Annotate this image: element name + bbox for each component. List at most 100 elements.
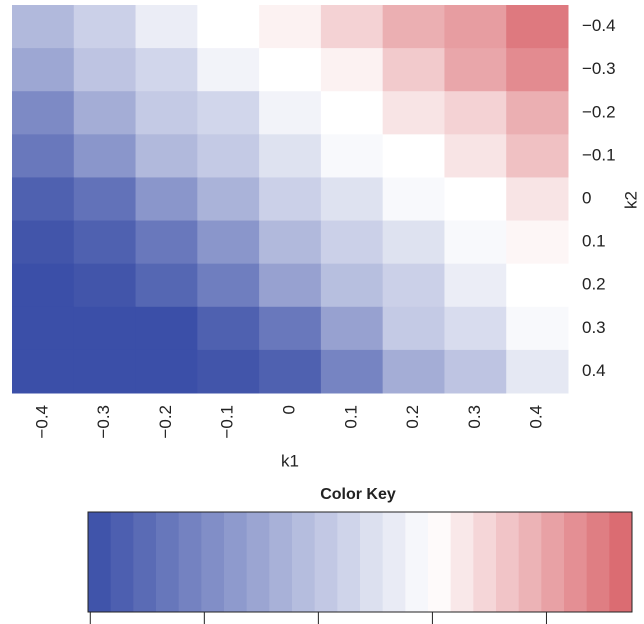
cell (259, 5, 322, 49)
key-swatch (496, 512, 520, 612)
cell (444, 5, 507, 49)
cell (506, 263, 569, 308)
x-tick-label: −0.2 (156, 405, 175, 439)
x-tick-label: −0.4 (32, 405, 51, 439)
cell (12, 349, 75, 394)
cell (73, 306, 137, 351)
cell (506, 177, 569, 222)
cell (12, 91, 75, 135)
cell (320, 5, 384, 49)
key-swatch (269, 512, 293, 612)
y-tick-label: −0.2 (582, 102, 616, 121)
key-swatch (224, 512, 248, 612)
cell (382, 177, 445, 222)
cell (320, 306, 384, 351)
cell (444, 134, 507, 178)
cell (197, 177, 260, 222)
cell (382, 263, 445, 308)
x-tick-label: 0 (279, 405, 298, 414)
cell (12, 48, 75, 92)
cell (73, 349, 137, 394)
cell (506, 5, 569, 49)
y-tick-label: 0.4 (582, 361, 606, 380)
cell (506, 220, 569, 265)
cell (73, 91, 137, 135)
cell (135, 48, 198, 92)
cell (135, 220, 198, 265)
cell (135, 263, 198, 308)
key-border (87, 511, 633, 613)
y-tick-label: −0.4 (582, 16, 616, 35)
cell (506, 306, 569, 351)
cell (320, 263, 384, 308)
cell (73, 177, 137, 222)
key-swatch (337, 512, 361, 612)
cell (197, 134, 260, 178)
key-swatch (178, 512, 202, 612)
cell (506, 91, 569, 135)
key-swatch (201, 512, 225, 612)
cell (259, 134, 322, 178)
cell (382, 220, 445, 265)
cell (320, 91, 384, 135)
cell (320, 177, 384, 222)
cell (320, 134, 384, 178)
cell (259, 91, 322, 135)
cell (197, 306, 260, 351)
key-swatch (564, 512, 588, 612)
key-swatch (609, 512, 633, 612)
cell (444, 263, 507, 308)
cell (135, 91, 198, 135)
cell (135, 306, 198, 351)
key-title: Color Key (320, 486, 396, 503)
key-swatch (314, 512, 338, 612)
key-swatch (586, 512, 610, 612)
cell (197, 220, 260, 265)
x-tick-label: −0.3 (94, 405, 113, 439)
cell (259, 48, 322, 92)
key-swatch (360, 512, 384, 612)
x-tick-label: 0.3 (465, 405, 484, 429)
y-tick-label: 0 (582, 188, 591, 207)
cell (506, 134, 569, 178)
cell (382, 349, 445, 394)
key-swatch (88, 512, 112, 612)
cell (197, 5, 260, 49)
cell (382, 5, 445, 49)
y-axis-label: k2 (621, 191, 640, 209)
cell (12, 134, 75, 178)
key-swatch (110, 512, 134, 612)
cell (73, 134, 137, 178)
cell (382, 306, 445, 351)
cell (12, 306, 75, 351)
key-swatch (473, 512, 497, 612)
cell (12, 263, 75, 308)
key-swatch (518, 512, 542, 612)
key-swatch (246, 512, 270, 612)
cell (135, 134, 198, 178)
cell (506, 48, 569, 92)
cell (320, 48, 384, 92)
cell (197, 48, 260, 92)
cell (259, 306, 322, 351)
cell (135, 177, 198, 222)
cell (73, 48, 137, 92)
cell (12, 177, 75, 222)
cell (135, 349, 198, 394)
cell (506, 349, 569, 394)
x-tick-label: −0.1 (218, 405, 237, 439)
key-swatch (428, 512, 452, 612)
cell (444, 306, 507, 351)
y-tick-label: −0.3 (582, 59, 616, 78)
cell (320, 349, 384, 394)
cell (135, 5, 198, 49)
cell (444, 177, 507, 222)
cell (259, 263, 322, 308)
cell (444, 91, 507, 135)
cell (73, 5, 137, 49)
cell (197, 91, 260, 135)
cell (259, 220, 322, 265)
cell (12, 220, 75, 265)
y-tick-label: −0.1 (582, 145, 616, 164)
